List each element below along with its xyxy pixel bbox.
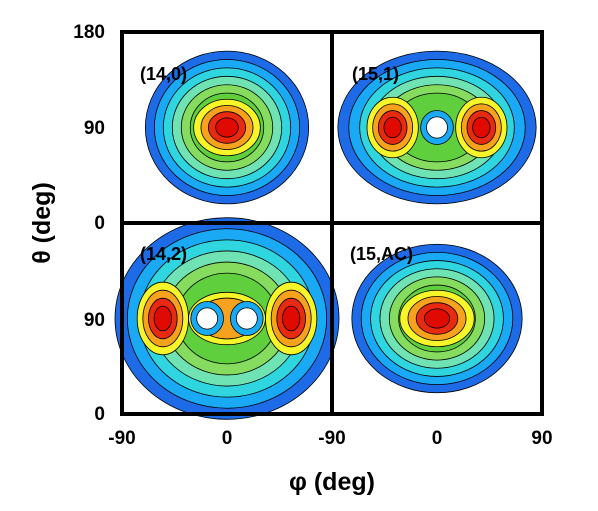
panel-label-14-0: (14,0): [140, 64, 187, 84]
contour-hole-2-1: [235, 307, 258, 330]
panel-label-15-1: (15,1): [352, 64, 399, 84]
x-tick-0-right: 0: [432, 428, 443, 449]
contour-blob-2-1-3: [282, 305, 301, 332]
panel-label-15-ac: (15,AC): [350, 244, 413, 264]
contour-blob-1-0-3: [383, 116, 402, 139]
panels-group: [114, 50, 537, 420]
y-tick-0-top: 0: [94, 213, 105, 234]
y-tick-0-bottom: 0: [94, 404, 105, 425]
contour-blob-2-0-3: [153, 305, 172, 332]
x-axis-label: φ (deg): [289, 468, 375, 496]
x-tick-neg90-left: -90: [108, 428, 135, 449]
contour-blob-3-0-3: [423, 308, 451, 329]
y-axis-label: θ (deg): [28, 182, 56, 264]
y-tick-90-bottom: 90: [84, 310, 105, 331]
x-tick-neg90-right: -90: [318, 428, 345, 449]
x-tick-90-right: 90: [531, 428, 552, 449]
x-tick-0-left: 0: [222, 428, 233, 449]
y-tick-90-top: 90: [84, 118, 105, 139]
contour-hole-1-0: [426, 116, 448, 139]
y-tick-180: 180: [73, 22, 105, 43]
panel-label-14-2: (14,2): [140, 244, 187, 264]
contour-blob-1-1-3: [472, 116, 491, 139]
contour-blob-0-0-3: [215, 117, 239, 138]
contour-hole-2-0: [196, 307, 219, 330]
